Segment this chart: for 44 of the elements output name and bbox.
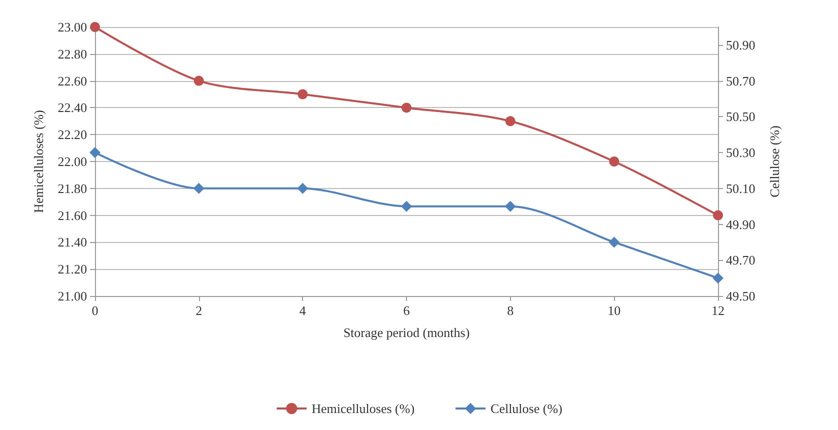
point <box>297 182 308 194</box>
y-tick-label: 23.00 <box>58 20 87 34</box>
y-tick-label: 21.40 <box>58 234 87 250</box>
x-tick-label: 4 <box>299 303 306 318</box>
y-tick-label: 21.80 <box>58 180 87 196</box>
y2-tick-label: 49.50 <box>726 288 756 304</box>
y2-axis-title: Cellulose (%) <box>767 126 782 198</box>
point <box>194 76 204 86</box>
x-tick-label: 6 <box>403 303 410 318</box>
y-tick-label: 21.00 <box>58 288 87 304</box>
point <box>401 200 412 212</box>
y2-tick-label: 50.50 <box>726 109 756 124</box>
point <box>609 156 620 166</box>
x-tick-label: 10 <box>608 303 621 318</box>
y-tick-label: 21.60 <box>58 208 87 223</box>
legend-label: Hemicelluloses (%) <box>312 401 415 416</box>
x-tick-label: 2 <box>196 303 202 318</box>
point <box>193 182 204 194</box>
y-tick-label: 21.20 <box>58 262 87 277</box>
y2-tick-label: 49.70 <box>726 252 756 268</box>
y-tick-label: 22.00 <box>58 154 87 169</box>
point <box>505 116 516 126</box>
point <box>608 236 620 248</box>
point <box>712 272 724 284</box>
y2-tick-label: 50.10 <box>726 180 756 196</box>
legend-label: Cellulose (%) <box>490 401 562 416</box>
point <box>298 89 308 100</box>
x-tick-label: 8 <box>507 303 514 318</box>
x-axis-title: Storage period (months) <box>343 325 470 340</box>
y-tick-label: 22.40 <box>58 100 87 116</box>
y2-tick-label: 50.90 <box>726 37 756 52</box>
y-tick-label: 22.20 <box>58 127 87 142</box>
point <box>504 200 516 212</box>
point <box>713 210 723 220</box>
point <box>402 102 412 113</box>
y-tick-label: 22.60 <box>58 73 87 88</box>
y2-tick-label: 50.30 <box>726 145 756 160</box>
y2-tick-label: 50.70 <box>726 73 756 88</box>
y2-tick-label: 49.90 <box>726 216 756 232</box>
point <box>90 147 100 158</box>
y-tick-label: 22.80 <box>58 46 87 62</box>
x-tick-label: 12 <box>712 303 724 318</box>
y-axis-title: Hemicelluloses (%) <box>31 110 46 213</box>
x-tick-label: 0 <box>92 303 98 318</box>
